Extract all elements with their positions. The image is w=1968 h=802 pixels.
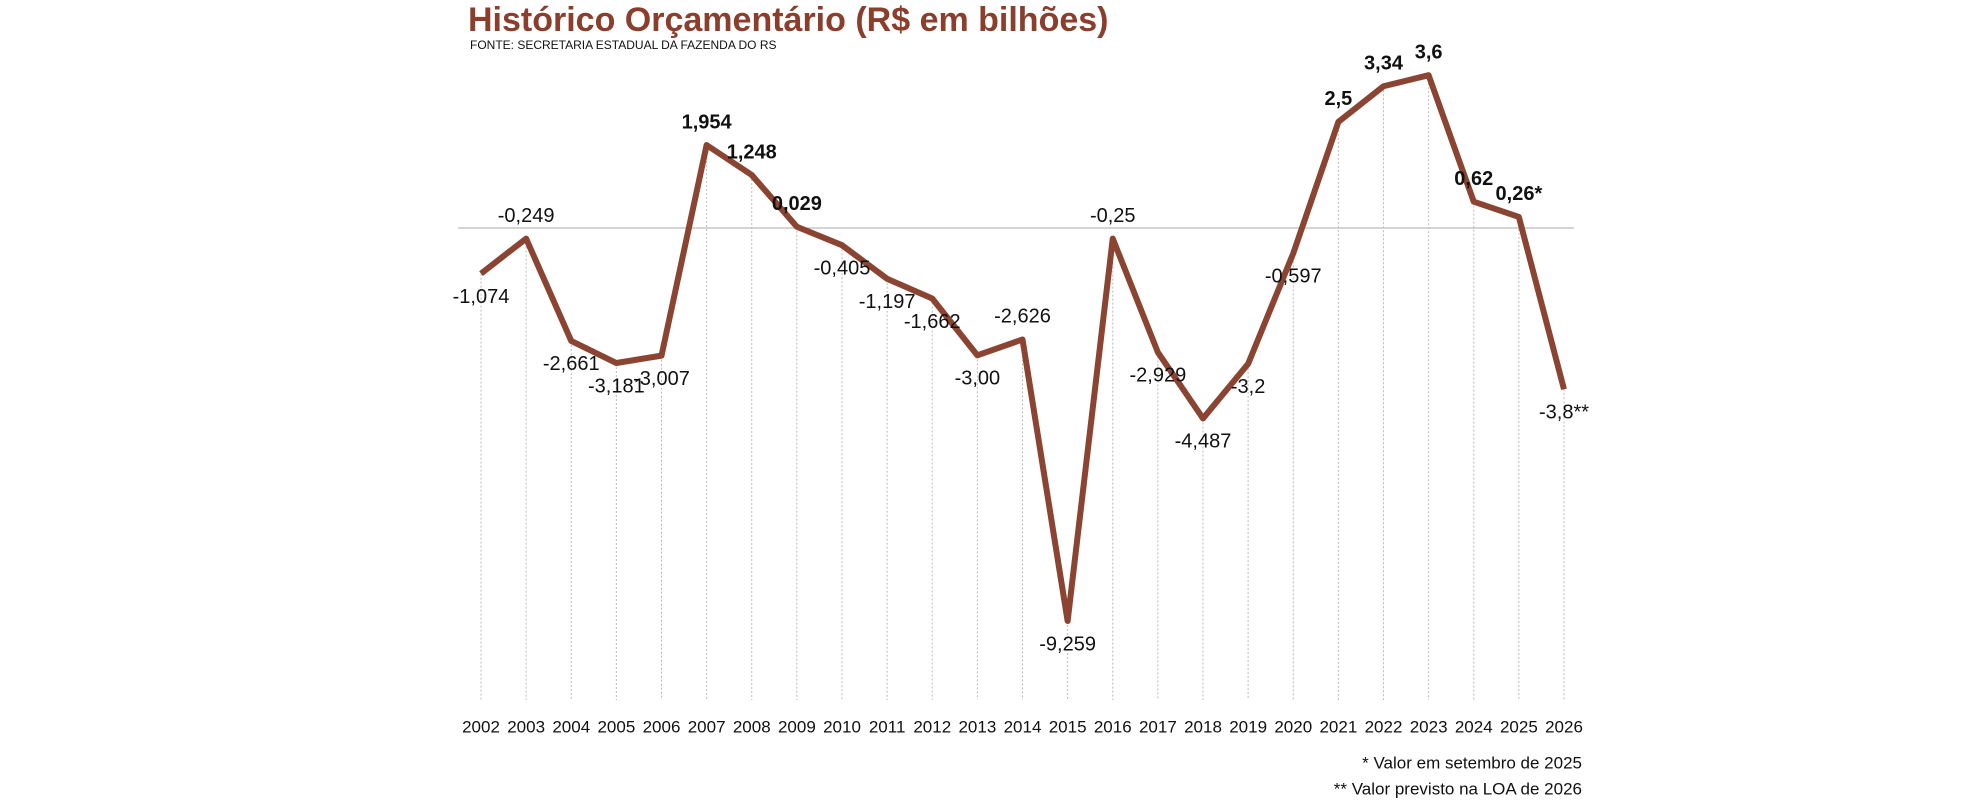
footnote: * Valor em setembro de 2025 bbox=[1362, 753, 1582, 772]
data-label: 1,954 bbox=[682, 111, 733, 133]
data-label: 3,34 bbox=[1364, 53, 1404, 75]
data-label: -2,626 bbox=[994, 306, 1051, 328]
x-tick-label: 2023 bbox=[1410, 717, 1448, 736]
data-label: 0,029 bbox=[772, 193, 822, 215]
x-tick-label: 2025 bbox=[1500, 717, 1538, 736]
x-tick-label: 2006 bbox=[643, 717, 681, 736]
data-label: -3,8** bbox=[1539, 402, 1589, 424]
data-label: 3,6 bbox=[1415, 41, 1443, 63]
x-tick-label: 2026 bbox=[1545, 717, 1583, 736]
data-label: -2,661 bbox=[543, 353, 600, 375]
x-tick-label: 2008 bbox=[733, 717, 771, 736]
chart-subtitle: FONTE: SECRETARIA ESTADUAL DA FAZENDA DO… bbox=[470, 38, 777, 52]
x-tick-label: 2021 bbox=[1319, 717, 1357, 736]
data-label: -1,662 bbox=[904, 311, 961, 333]
x-tick-label: 2014 bbox=[1004, 717, 1042, 736]
x-tick-label: 2018 bbox=[1184, 717, 1222, 736]
data-label: -9,259 bbox=[1039, 633, 1096, 655]
data-label: 2,5 bbox=[1324, 88, 1352, 110]
x-tick-label: 2005 bbox=[597, 717, 635, 736]
x-tick-label: 2017 bbox=[1139, 717, 1177, 736]
x-tick-label: 2009 bbox=[778, 717, 816, 736]
x-tick-label: 2019 bbox=[1229, 717, 1267, 736]
x-tick-label: 2022 bbox=[1365, 717, 1403, 736]
data-label: 0,26* bbox=[1496, 183, 1543, 205]
data-label: -3,00 bbox=[955, 368, 1001, 390]
x-tick-label: 2016 bbox=[1094, 717, 1132, 736]
data-label: -0,249 bbox=[498, 205, 555, 227]
x-tick-label: 2011 bbox=[869, 717, 906, 736]
x-tick-label: 2003 bbox=[507, 717, 545, 736]
chart-title: Histórico Orçamentário (R$ em bilhões) bbox=[468, 1, 1109, 39]
data-label: -2,929 bbox=[1130, 365, 1187, 387]
x-tick-label: 2004 bbox=[552, 717, 590, 736]
x-tick-label: 2015 bbox=[1049, 717, 1087, 736]
data-label: -0,25 bbox=[1090, 205, 1136, 227]
footnote: ** Valor previsto na LOA de 2026 bbox=[1334, 779, 1582, 798]
x-tick-label: 2007 bbox=[688, 717, 726, 736]
x-tick-label: 2013 bbox=[958, 717, 996, 736]
data-label: 1,248 bbox=[727, 141, 777, 163]
x-tick-label: 2020 bbox=[1274, 717, 1312, 736]
data-label: -3,007 bbox=[633, 368, 690, 390]
x-tick-label: 2012 bbox=[913, 717, 951, 736]
data-label: -0,405 bbox=[814, 257, 871, 279]
data-label: -3,2 bbox=[1231, 376, 1265, 398]
line bbox=[479, 72, 1567, 624]
data-label: -3,181 bbox=[588, 375, 645, 397]
x-tick-label: 2024 bbox=[1455, 717, 1493, 736]
x-tick-label: 2002 bbox=[462, 717, 500, 736]
data-label: -1,074 bbox=[453, 286, 510, 308]
x-tick-label: 2010 bbox=[823, 717, 861, 736]
data-label: -1,197 bbox=[859, 291, 916, 313]
data-label: 0,62 bbox=[1454, 168, 1493, 190]
data-label: -4,487 bbox=[1175, 431, 1232, 453]
data-label: -0,597 bbox=[1265, 266, 1322, 288]
